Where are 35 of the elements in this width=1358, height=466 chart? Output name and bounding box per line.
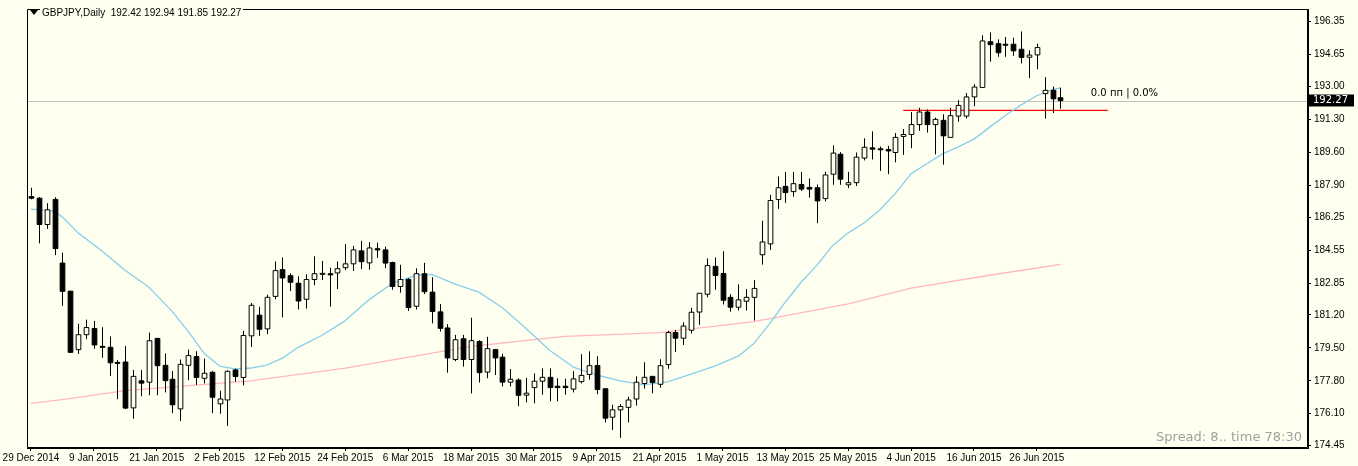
y-tick-label: 176.10 — [1314, 407, 1346, 419]
annotation: 0.0 пп | 0.0% — [1090, 87, 1159, 100]
y-tick-label: 181.20 — [1314, 308, 1346, 320]
y-tick-label: 177.80 — [1314, 374, 1346, 386]
y-tick-label: 189.60 — [1314, 146, 1346, 158]
ref-line-label: 192.27 — [1313, 94, 1348, 106]
x-tick-label: 21 Apr 2015 — [632, 451, 688, 463]
y-tick-label: 174.45 — [1314, 439, 1346, 451]
x-tick-label: 2 Feb 2015 — [194, 451, 246, 463]
x-tick-label: 13 May 2015 — [756, 451, 815, 463]
annotation: Spread: 8.. time 78:30 — [1156, 428, 1302, 444]
y-tick-label: 182.85 — [1314, 276, 1346, 288]
x-tick-label: 29 Dec 2014 — [2, 451, 60, 463]
y-tick-label: 179.50 — [1314, 341, 1346, 353]
x-tick-label: 30 Mar 2015 — [505, 451, 563, 463]
x-tick-label: 9 Jan 2015 — [69, 451, 119, 463]
x-tick-label: 25 May 2015 — [819, 451, 878, 463]
y-tick-label: 187.90 — [1314, 178, 1346, 190]
x-tick-label: 9 Apr 2015 — [572, 451, 622, 463]
x-tick-label: 12 Feb 2015 — [254, 451, 311, 463]
x-tick-label: 21 Jan 2015 — [129, 451, 185, 463]
x-tick-label: 6 Mar 2015 — [382, 451, 434, 463]
y-tick-label: 184.55 — [1314, 243, 1346, 255]
x-tick-label: 26 Jun 2015 — [1009, 451, 1065, 463]
chart-title: GBPJPY,Daily 192.42 192.94 191.85 192.27 — [40, 7, 244, 18]
y-tick-label: 191.30 — [1314, 113, 1346, 125]
y-tick-label: 193.00 — [1314, 80, 1346, 92]
x-tick-label: 1 May 2015 — [696, 451, 750, 463]
x-tick-label: 24 Feb 2015 — [317, 451, 374, 463]
x-tick-label: 18 Mar 2015 — [442, 451, 500, 463]
y-tick-label: 196.35 — [1314, 15, 1346, 27]
y-tick-label: 186.25 — [1314, 210, 1346, 222]
x-tick-label: 16 Jun 2015 — [946, 451, 1002, 463]
x-tick-label: 4 Jun 2015 — [886, 451, 937, 463]
y-tick-label: 194.65 — [1314, 48, 1346, 60]
